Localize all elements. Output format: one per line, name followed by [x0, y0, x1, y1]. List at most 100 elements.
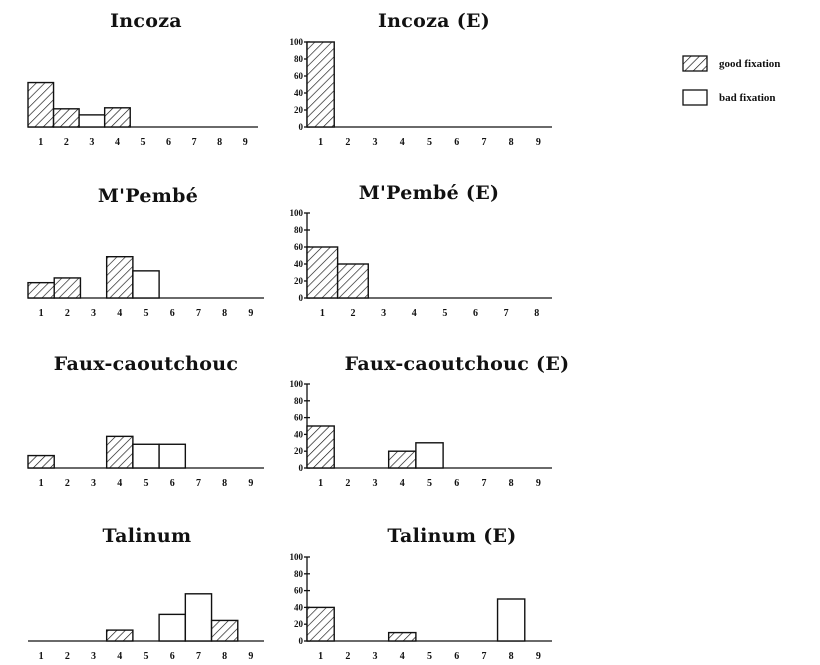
y-tick-label: 20 — [294, 105, 304, 115]
x-tick-label: 1 — [318, 651, 323, 662]
panel-title: M'Pembé (E) — [359, 182, 500, 204]
y-tick-label: 0 — [299, 463, 304, 473]
x-tick-label: 8 — [222, 651, 227, 662]
bar-5-bad — [415, 442, 444, 469]
bar-5-bad — [132, 443, 160, 469]
x-tick-label: 3 — [373, 478, 378, 489]
x-tick-label: 7 — [481, 137, 486, 148]
panel-mpembe: M'Pembé 1 2 3 4 5 6 7 8 9 — [27, 185, 264, 319]
bar-4-good — [103, 107, 131, 128]
panel-title: Incoza — [110, 10, 182, 32]
bar-1-good — [27, 454, 55, 469]
x-tick-label: 6 — [454, 137, 459, 148]
x-tick-label: 3 — [91, 478, 96, 489]
x-tick-label: 7 — [196, 651, 201, 662]
x-tick-label: 3 — [91, 308, 96, 319]
y-tick-label: 80 — [294, 54, 304, 64]
x-tick-label: 6 — [454, 478, 459, 489]
x-tick-label: 9 — [248, 651, 253, 662]
x-tick-label: 2 — [350, 308, 355, 319]
x-tick-label: 8 — [222, 308, 227, 319]
panel-title: Incoza (E) — [378, 10, 490, 32]
y-tick-label: 100 — [290, 37, 304, 47]
x-tick-label: 8 — [534, 308, 539, 319]
y-tick-label: 80 — [294, 396, 304, 406]
legend-swatch-hatched — [682, 55, 708, 72]
x-tick-label: 4 — [117, 478, 122, 489]
x-tick-label: 2 — [65, 308, 70, 319]
x-tick-label: 3 — [373, 137, 378, 148]
x-tick-label: 2 — [65, 651, 70, 662]
x-tick-label: 9 — [248, 308, 253, 319]
y-tick-label: 20 — [294, 446, 304, 456]
x-tick-label: 1 — [320, 308, 325, 319]
bar-8-bad — [496, 598, 526, 642]
x-tick-label: 2 — [345, 478, 350, 489]
x-tick-label: 5 — [144, 478, 149, 489]
x-tick-label: 6 — [166, 137, 171, 148]
y-tick-label: 100 — [290, 552, 304, 562]
panel-title: Faux-caoutchouc — [54, 353, 239, 375]
bar-1-good — [306, 606, 335, 642]
x-tick-label: 7 — [481, 651, 486, 662]
y-tick-label: 80 — [294, 225, 304, 235]
y-tick-label: 0 — [299, 636, 304, 646]
bar-4-good — [387, 450, 417, 469]
legend-label-good: good fixation — [719, 58, 780, 70]
x-tick-label: 8 — [509, 137, 514, 148]
x-tick-label: 2 — [345, 651, 350, 662]
panel-faux-caoutchouc: Faux-caoutchouc 1 2 3 4 5 6 7 8 9 — [27, 353, 264, 489]
x-tick-label: 5 — [427, 651, 432, 662]
x-tick-label: 2 — [65, 478, 70, 489]
y-tick-label: 20 — [294, 619, 304, 629]
bar-1-good — [306, 246, 339, 299]
panel-incoza-e: Incoza (E) 0 20 40 60 80 100 1 2 3 4 5 6 7 8 9 — [290, 10, 552, 148]
y-tick-label: 40 — [294, 602, 304, 612]
x-tick-label: 7 — [196, 308, 201, 319]
x-tick-label: 1 — [39, 651, 44, 662]
x-tick-label: 3 — [381, 308, 386, 319]
x-tick-label: 9 — [248, 478, 253, 489]
bar-2-good — [53, 277, 82, 299]
x-tick-label: 7 — [196, 478, 201, 489]
bar-1-good — [306, 41, 335, 128]
x-tick-label: 9 — [536, 137, 541, 148]
bar-6-bad — [158, 613, 187, 642]
y-tick-label: 40 — [294, 429, 304, 439]
x-tick-label: 7 — [192, 137, 197, 148]
bar-4-good — [105, 435, 134, 469]
y-tick-label: 80 — [294, 569, 304, 579]
x-tick-label: 9 — [536, 478, 541, 489]
x-tick-label: 1 — [318, 137, 323, 148]
x-tick-label: 1 — [38, 137, 43, 148]
panel-faux-caoutchouc-e: Faux-caoutchouc (E) 0 20 40 60 80 100 1 2 3 4 5 6 7 8… — [290, 353, 570, 489]
x-tick-label: 9 — [243, 137, 248, 148]
x-tick-label: 2 — [345, 137, 350, 148]
bar-2-good — [52, 108, 80, 128]
bar-1-good — [306, 425, 335, 469]
x-tick-label: 6 — [170, 651, 175, 662]
x-tick-label: 5 — [144, 651, 149, 662]
legend-item-good: good fixation — [682, 55, 780, 72]
x-tick-label: 9 — [536, 651, 541, 662]
bar-4-good — [105, 629, 134, 642]
x-tick-label: 5 — [144, 308, 149, 319]
bar-2-good — [336, 263, 369, 299]
bar-1-good — [27, 281, 55, 299]
x-tick-label: 4 — [400, 478, 405, 489]
x-tick-label: 5 — [427, 137, 432, 148]
bar-4-good — [105, 256, 134, 299]
bar-1-good — [27, 81, 55, 128]
x-tick-label: 6 — [454, 651, 459, 662]
panel-mpembe-e: M'Pembé (E) 0 20 40 60 80 100 1 2 3 4 5 6 7 8 — [290, 182, 552, 319]
x-tick-label: 4 — [115, 137, 120, 148]
bar-8-good — [210, 619, 239, 642]
x-tick-label: 4 — [412, 308, 417, 319]
x-tick-label: 6 — [170, 308, 175, 319]
y-tick-label: 60 — [294, 586, 304, 596]
x-tick-label: 4 — [117, 651, 122, 662]
x-tick-label: 8 — [509, 651, 514, 662]
legend-swatch-empty — [682, 89, 708, 106]
x-tick-label: 1 — [39, 308, 44, 319]
